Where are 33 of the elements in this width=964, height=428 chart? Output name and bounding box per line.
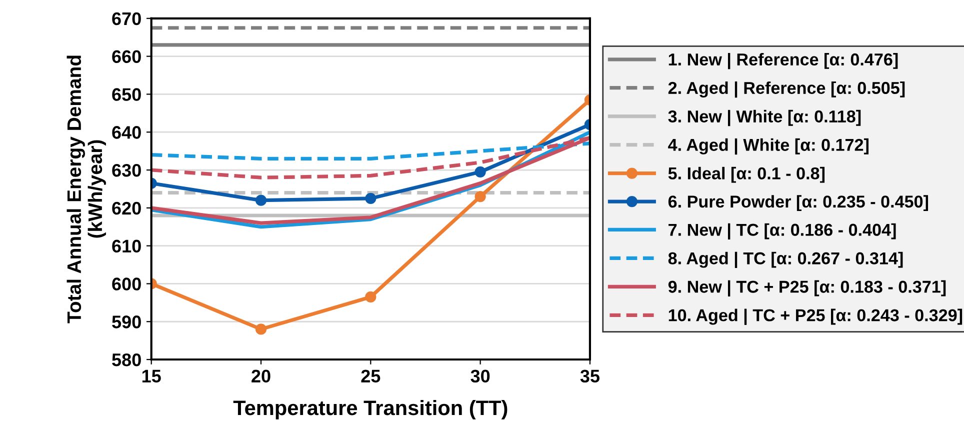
point: [365, 291, 376, 303]
point: [255, 194, 267, 206]
point: [474, 166, 486, 178]
legend-label: 1. New | Reference [α: 0.476]: [668, 52, 898, 70]
y-axis-title: Total Annual Energy Demand (kWh/year): [66, 56, 106, 324]
x-axis-title: Temperature Transition (TT): [233, 400, 508, 420]
x-tick-label: 35: [580, 370, 600, 383]
legend-label: 6. Pure Powder [α: 0.235 - 0.450]: [668, 195, 928, 212]
point: [474, 190, 486, 202]
legend-label: 9. New | TC + P25 [α: 0.183 - 0.371]: [668, 280, 946, 296]
y-tick-label: 600: [112, 278, 141, 290]
legend-label: 4. Aged | White [α: 0.172]: [668, 138, 868, 155]
y-tick-label: 590: [112, 316, 141, 328]
y-tick-label: 580: [112, 353, 141, 366]
legend-label: 5. Ideal [α: 0.1 - 0.8]: [668, 166, 825, 183]
point: [365, 192, 376, 204]
y-tick-label: 630: [112, 164, 141, 177]
y-tick-label: 620: [112, 202, 141, 215]
x-tick-label: 30: [470, 370, 490, 383]
y-tick-label: 670: [112, 12, 141, 26]
y-tick-label: 650: [112, 88, 141, 101]
x-tick-label: 20: [252, 370, 270, 383]
x-tick-label: 15: [142, 370, 161, 383]
point: [255, 324, 267, 335]
legend-label: 8. Aged | TC [α: 0.267 - 0.314]: [668, 252, 903, 268]
legend-label: 2. Aged | Reference [α: 0.505]: [668, 81, 905, 98]
legend-label: 7. New | TC [α: 0.186 - 0.404]: [668, 223, 896, 240]
y-tick-label: 610: [112, 240, 141, 253]
y-tick-label: 640: [112, 126, 141, 139]
legend-label: 3. New | White [α: 0.118]: [668, 110, 861, 126]
y-tick-label: 660: [112, 50, 141, 64]
legend-label: 10. Aged | TC + P25 [α: 0.243 - 0.329]: [668, 308, 962, 325]
x-tick-label: 25: [361, 370, 380, 383]
